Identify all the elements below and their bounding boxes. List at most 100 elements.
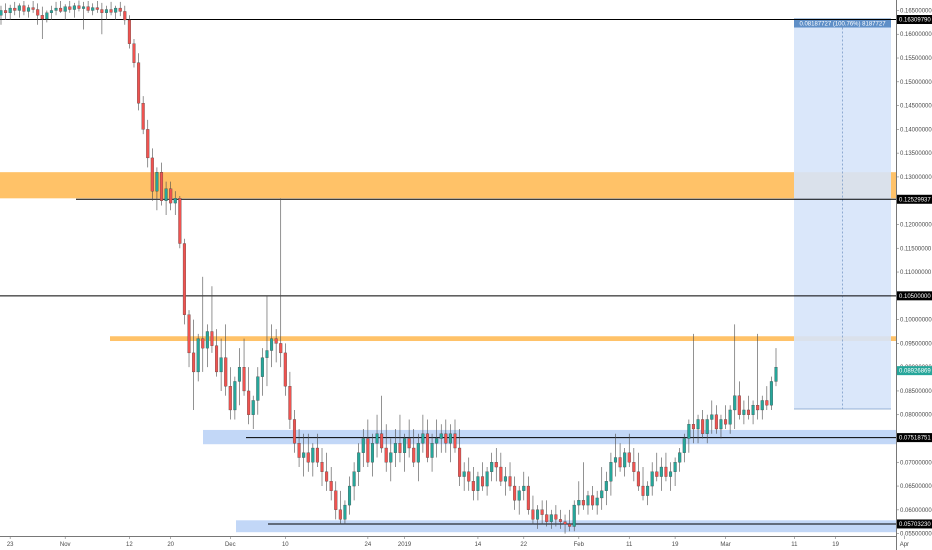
candle[interactable] [265,295,269,387]
candle[interactable] [499,452,503,487]
candle[interactable] [224,324,228,396]
candle[interactable] [100,2,104,35]
candle[interactable] [536,505,540,529]
candle[interactable] [205,324,209,368]
candle[interactable] [306,433,310,472]
candle[interactable] [4,3,8,20]
candle[interactable] [182,238,186,325]
candle[interactable] [247,367,251,425]
candle[interactable] [315,433,319,468]
candle[interactable] [104,5,108,20]
candle[interactable] [320,448,324,487]
candle[interactable] [8,4,12,20]
candle[interactable] [641,467,645,501]
candle[interactable] [540,500,544,525]
candle[interactable] [719,414,723,439]
candle[interactable] [114,5,118,20]
candle[interactable] [288,371,292,429]
candle[interactable] [210,286,214,353]
candle[interactable] [256,367,260,415]
candle[interactable] [554,505,558,527]
candle[interactable] [701,409,705,439]
candle[interactable] [384,424,388,472]
candle[interactable] [453,419,457,453]
candle[interactable] [448,424,452,463]
candle[interactable] [297,428,301,468]
candle[interactable] [650,462,654,496]
candle[interactable] [435,419,439,458]
candle[interactable] [751,400,755,425]
price-axis[interactable]: 0.16500000 0.16000000 0.15500000 0.15000000… [896,8,932,538]
candle[interactable] [705,414,709,444]
candle[interactable] [95,0,99,13]
candle[interactable] [59,0,63,13]
candle[interactable] [127,15,131,49]
candle[interactable] [329,467,333,501]
candle[interactable] [476,471,480,501]
candle[interactable] [325,452,329,491]
candle[interactable] [572,500,576,532]
candle[interactable] [595,490,599,515]
candle[interactable] [636,452,640,491]
candle[interactable] [558,509,562,529]
candle[interactable] [173,191,177,215]
candle[interactable] [159,162,164,206]
candle[interactable] [485,467,489,496]
candle[interactable] [682,433,686,463]
candle[interactable] [416,433,420,482]
candle[interactable] [568,509,572,532]
candle[interactable] [196,333,200,382]
candle[interactable] [233,376,237,420]
candle[interactable] [251,395,255,429]
candle[interactable] [137,53,141,111]
candle[interactable] [669,462,673,491]
candle[interactable] [742,400,746,425]
candle[interactable] [471,467,475,501]
candle[interactable] [659,457,663,491]
candle[interactable] [389,438,393,482]
candle[interactable] [733,324,737,429]
candle[interactable] [260,348,264,396]
candle[interactable] [513,476,517,510]
candle[interactable] [412,428,416,468]
candle[interactable] [480,462,485,491]
candle[interactable] [82,1,86,30]
candle[interactable] [150,148,154,201]
candle[interactable] [774,348,778,387]
candle[interactable] [22,0,26,16]
candle[interactable] [0,5,3,25]
candle[interactable] [292,409,297,453]
candle[interactable] [577,481,581,515]
candle[interactable] [549,509,553,529]
candle[interactable] [361,428,365,468]
candle[interactable] [141,96,145,135]
time-axis[interactable]: 23 Nov 12 20 Dec 10 24 2019 14 22 Feb 11 19 Mar 11 19 Ap… [7,536,932,548]
candle[interactable] [765,386,769,410]
candle[interactable] [370,433,374,477]
candle[interactable] [338,490,342,525]
candle[interactable] [380,395,384,453]
candle[interactable] [714,405,718,434]
candle[interactable] [737,381,741,420]
candle[interactable] [439,424,443,453]
candle[interactable] [760,395,764,420]
candle[interactable] [91,3,95,16]
candle[interactable] [63,4,67,20]
candle[interactable] [26,4,31,18]
candle[interactable] [393,428,397,468]
candle[interactable] [398,414,402,463]
candle[interactable] [68,0,72,13]
candle[interactable] [123,5,127,25]
candle[interactable] [77,0,81,12]
candle[interactable] [678,448,682,472]
candle[interactable] [494,448,498,482]
candle[interactable] [769,376,773,410]
candle[interactable] [430,433,434,472]
candle[interactable] [169,181,173,211]
candle[interactable] [490,452,494,482]
candle[interactable] [467,457,471,491]
candle[interactable] [746,395,751,420]
candle[interactable] [242,338,246,396]
candle[interactable] [613,433,618,477]
